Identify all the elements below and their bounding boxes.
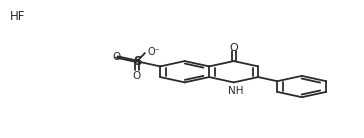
Text: NH: NH bbox=[228, 86, 243, 96]
Text: HF: HF bbox=[10, 10, 25, 23]
Text: S: S bbox=[133, 55, 141, 68]
Text: O: O bbox=[133, 71, 141, 81]
Text: O: O bbox=[229, 43, 238, 54]
Text: O: O bbox=[113, 52, 121, 62]
Text: O⁻: O⁻ bbox=[148, 47, 161, 57]
